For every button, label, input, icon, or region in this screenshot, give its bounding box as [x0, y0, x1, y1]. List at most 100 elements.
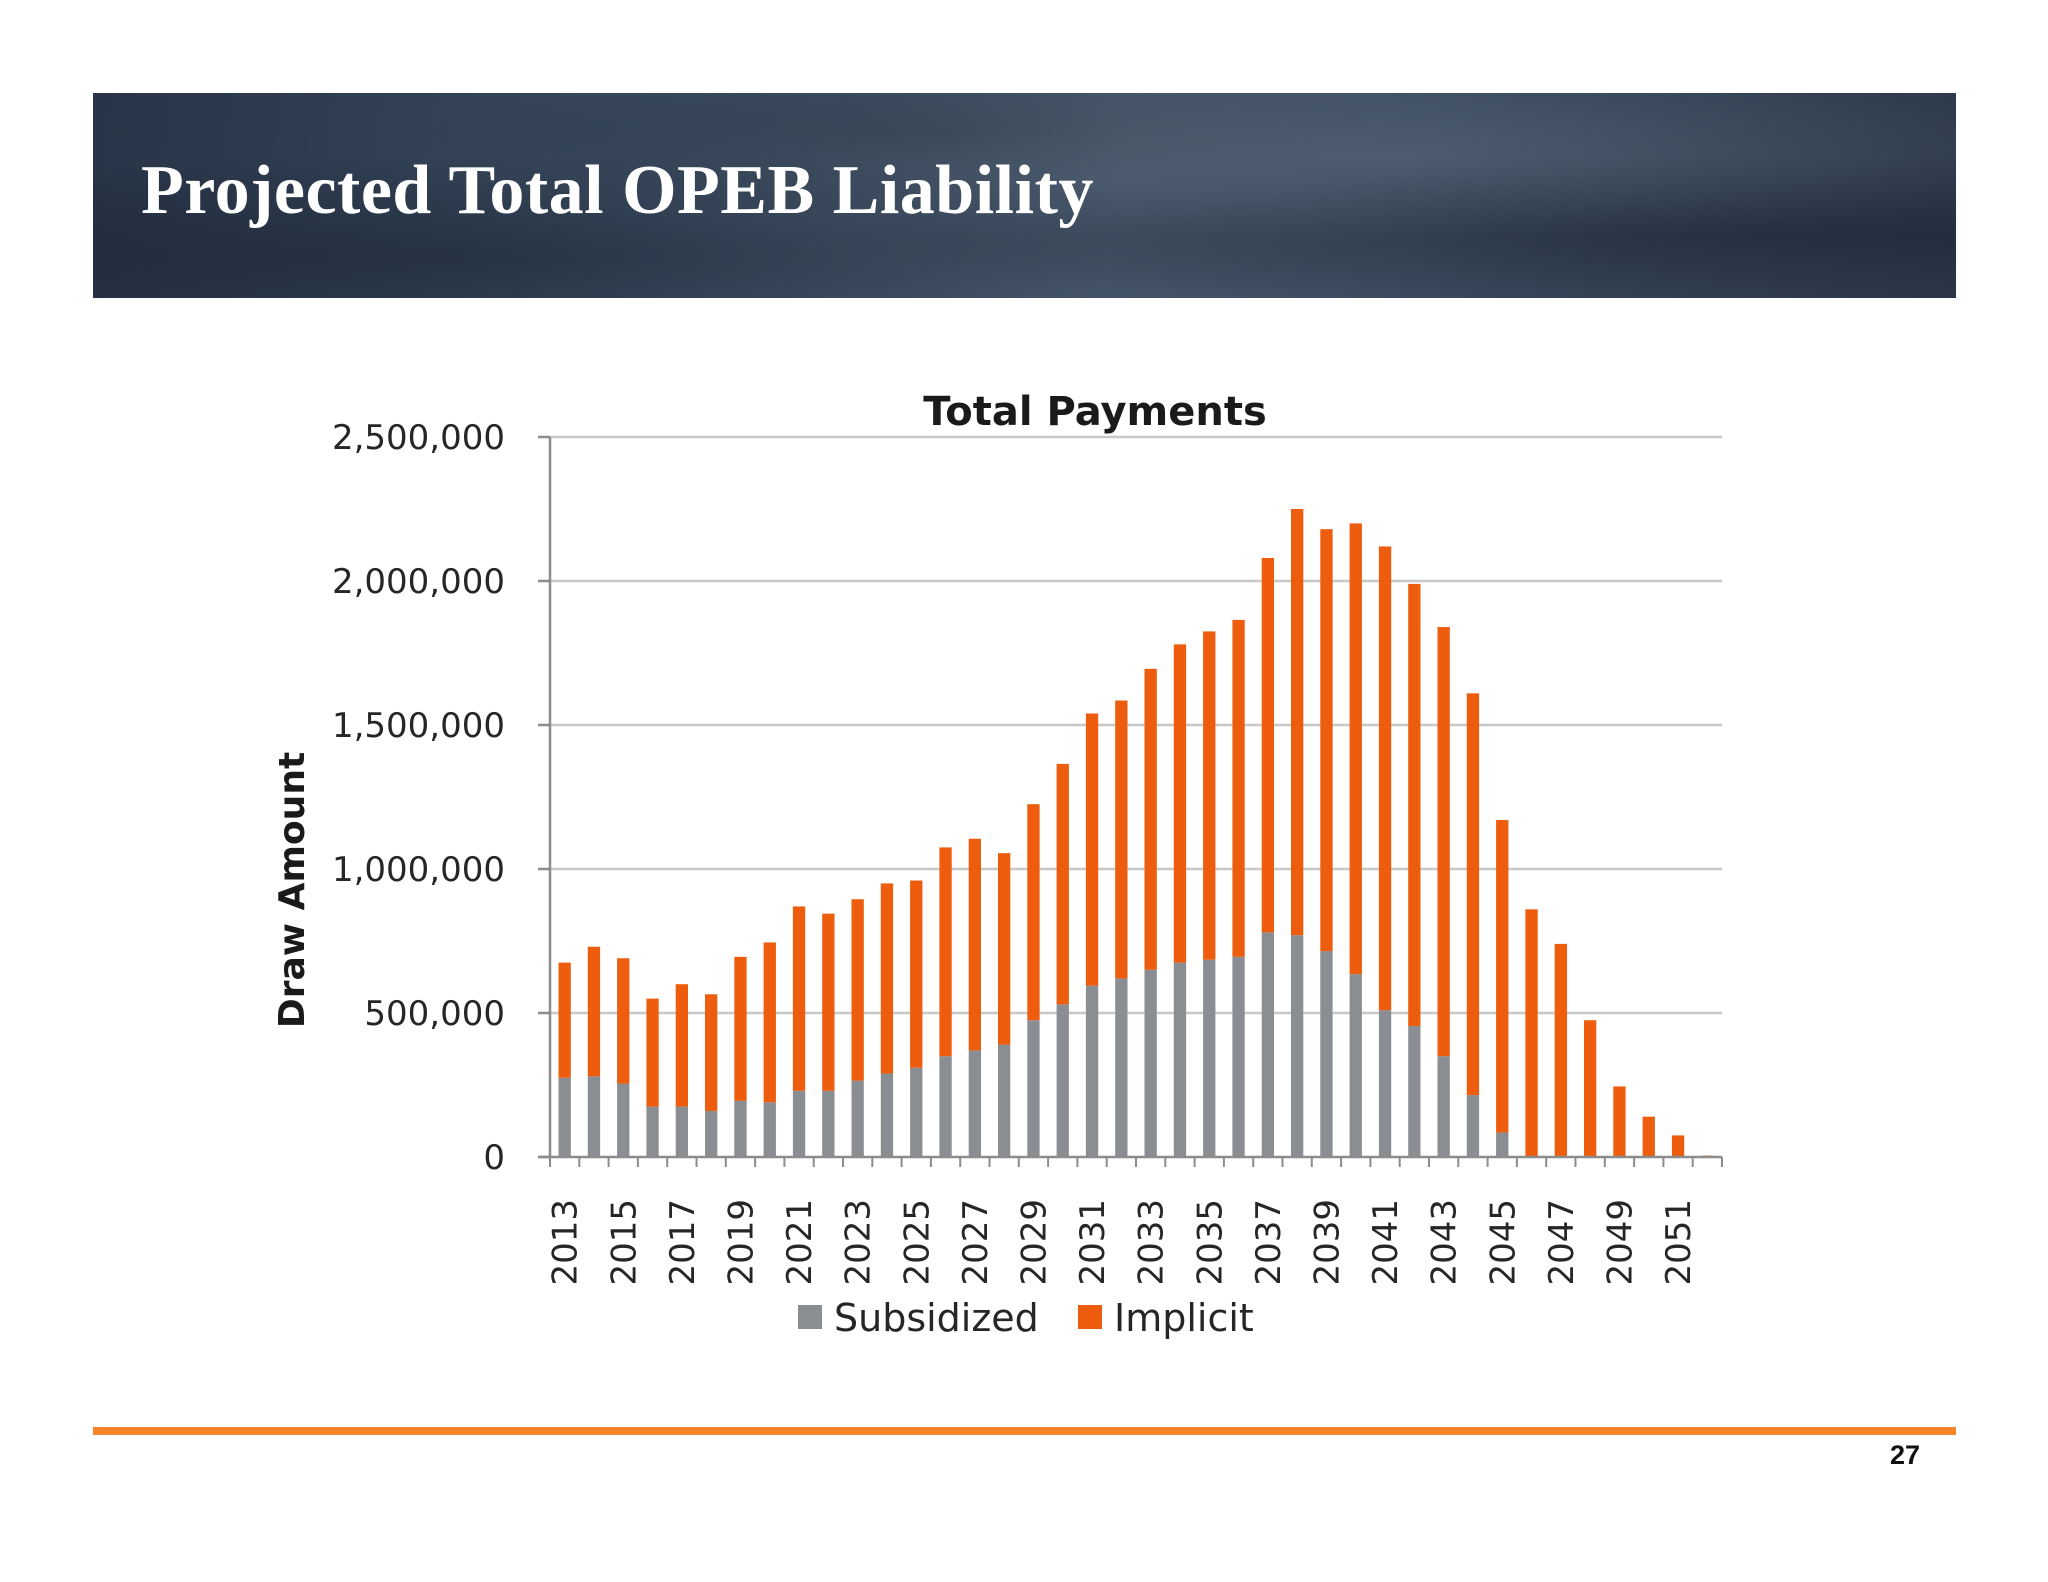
- bar-subsidized-2044: [1466, 1095, 1480, 1157]
- bar-implicit-2044: [1466, 693, 1480, 1096]
- bar-subsidized-2035: [1203, 959, 1216, 1157]
- gridlines: [550, 435, 1722, 1015]
- bar-implicit-2051: [1671, 1135, 1685, 1157]
- bar-subsidized-2031: [1085, 985, 1099, 1157]
- bar-implicit-2049: [1613, 1086, 1626, 1157]
- page-number: 27: [1889, 1440, 1920, 1470]
- bar-subsidized-2041: [1378, 1010, 1392, 1157]
- x-tick-label: 2027: [956, 1199, 996, 1286]
- x-tick-label: 2029: [1014, 1199, 1054, 1286]
- bar-implicit-2035: [1203, 631, 1216, 960]
- bar-implicit-2016: [646, 998, 659, 1107]
- bar-implicit-2050: [1642, 1116, 1655, 1157]
- bar-implicit-2013: [558, 962, 571, 1078]
- x-tick-label: 2051: [1659, 1199, 1699, 1286]
- x-tick-label: 2031: [1073, 1199, 1113, 1286]
- bar-subsidized-2034: [1173, 962, 1187, 1157]
- bar-subsidized-2026: [939, 1056, 952, 1157]
- bar-subsidized-2018: [705, 1110, 718, 1157]
- bar-implicit-2038: [1291, 509, 1304, 936]
- bar-subsidized-2015: [617, 1083, 630, 1157]
- bar-implicit-2023: [851, 899, 864, 1081]
- bar-implicit-2022: [822, 913, 835, 1091]
- x-tick-label: 2037: [1249, 1199, 1289, 1286]
- bar-implicit-2021: [792, 906, 806, 1091]
- bar-implicit-2046: [1525, 909, 1538, 1157]
- bar-implicit-2027: [968, 838, 982, 1051]
- bar-implicit-2037: [1261, 557, 1275, 933]
- bar-subsidized-2020: [763, 1102, 776, 1157]
- banner-texture: [93, 93, 1956, 298]
- legend-label-implicit: Implicit: [1114, 1296, 1254, 1340]
- bar-subsidized-2021: [792, 1090, 806, 1157]
- bar-implicit-2040: [1349, 523, 1362, 975]
- y-axis-label: Draw Amount: [272, 752, 313, 1028]
- stacked-bar-chart: 0 500,000 1,000,000 1,500,000 2,000,000 2,500…: [272, 389, 1723, 1340]
- bar-subsidized-2024: [880, 1073, 894, 1157]
- x-tick-label: 2043: [1425, 1199, 1465, 1286]
- bar-subsidized-2014: [587, 1076, 601, 1157]
- x-tick-label: 2045: [1483, 1199, 1523, 1286]
- bar-implicit-2014: [587, 946, 601, 1077]
- bar-subsidized-2023: [851, 1080, 864, 1157]
- bar-implicit-2045: [1496, 820, 1509, 1133]
- bar-implicit-2025: [910, 880, 923, 1068]
- y-tick-label: 500,000: [364, 994, 505, 1034]
- bar-subsidized-2017: [675, 1106, 689, 1157]
- bar-subsidized-2027: [968, 1050, 982, 1157]
- bar-subsidized-2025: [910, 1067, 923, 1157]
- bar-subsidized-2038: [1291, 935, 1304, 1157]
- bar-implicit-2019: [734, 956, 747, 1101]
- bar-implicit-2034: [1173, 644, 1187, 963]
- bar-subsidized-2013: [558, 1077, 571, 1157]
- x-tick-label: 2015: [604, 1199, 644, 1286]
- y-tick-label: 2,000,000: [332, 562, 505, 602]
- y-tick-labels: 0 500,000 1,000,000 1,500,000 2,000,000 2,500…: [332, 418, 505, 1178]
- bar-implicit-2026: [939, 847, 952, 1057]
- x-tick-label: 2039: [1307, 1199, 1347, 1286]
- legend-swatch-implicit: [1078, 1305, 1102, 1329]
- x-tick-label: 2017: [663, 1199, 703, 1286]
- x-tick-label: 2021: [780, 1199, 820, 1286]
- bar-subsidized-2016: [646, 1106, 659, 1157]
- bar-implicit-2036: [1232, 619, 1245, 957]
- legend-label-subsidized: Subsidized: [834, 1296, 1039, 1340]
- bar-subsidized-2030: [1056, 1004, 1069, 1157]
- x-tick-label: 2041: [1366, 1199, 1406, 1286]
- bar-implicit-2028: [998, 853, 1011, 1045]
- bar-implicit-2033: [1144, 668, 1157, 970]
- bar-implicit-2029: [1027, 804, 1040, 1021]
- y-tick-label: 1,500,000: [332, 706, 505, 746]
- x-tick-label: 2013: [546, 1199, 586, 1286]
- bar-subsidized-2039: [1320, 951, 1333, 1157]
- x-tick-label: 2023: [839, 1199, 879, 1286]
- x-tick-labels: 2013 2015 2017 2019 2021 2023 2025 2027 2029 2031…: [546, 1199, 1699, 1286]
- bar-subsidized-2022: [822, 1090, 835, 1157]
- title-banner: Projected Total OPEB Liability: [93, 93, 1956, 298]
- bar-implicit-2031: [1085, 713, 1099, 986]
- y-tick-label: 1,000,000: [332, 850, 505, 890]
- bar-subsidized-2029: [1027, 1020, 1040, 1157]
- bar-implicit-2015: [617, 958, 630, 1084]
- slide-title: Projected Total OPEB Liability: [141, 152, 1094, 229]
- x-tick-label: 2035: [1190, 1199, 1230, 1286]
- x-tick-label: 2047: [1542, 1199, 1582, 1286]
- footer-accent-rule: [93, 1427, 1956, 1435]
- bar-subsidized-2037: [1261, 932, 1275, 1157]
- bar-subsidized-2036: [1232, 956, 1245, 1157]
- bar-subsidized-2019: [734, 1100, 747, 1157]
- bar-subsidized-2043: [1437, 1056, 1450, 1157]
- x-tick-label: 2019: [721, 1199, 761, 1286]
- x-tick-label: 2025: [897, 1199, 937, 1286]
- y-tick-label: 2,500,000: [332, 418, 505, 458]
- bars: [558, 509, 1714, 1157]
- legend-swatch-subsidized: [798, 1305, 822, 1329]
- bar-implicit-2047: [1554, 943, 1568, 1157]
- bar-implicit-2041: [1378, 546, 1392, 1011]
- bar-subsidized-2045: [1496, 1132, 1509, 1157]
- legend: Subsidized Implicit: [798, 1296, 1254, 1340]
- x-tick-label: 2033: [1132, 1199, 1172, 1286]
- bar-subsidized-2042: [1408, 1025, 1421, 1157]
- bar-subsidized-2033: [1144, 969, 1157, 1157]
